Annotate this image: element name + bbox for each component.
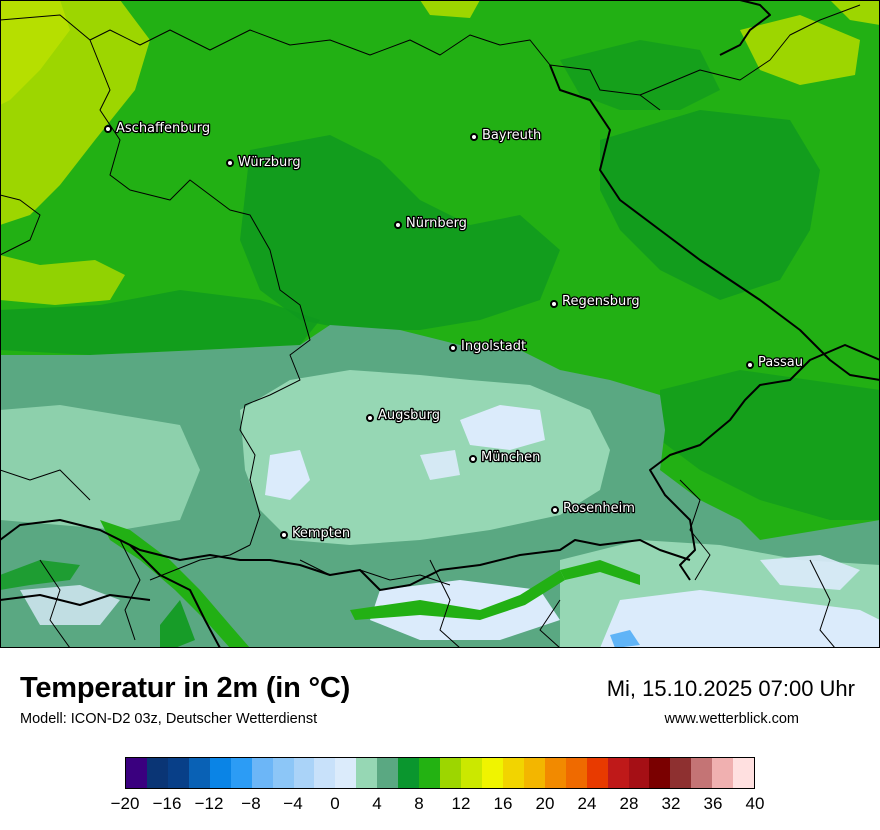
- legend-tick-label: 28: [619, 794, 639, 813]
- legend-color-cell: [586, 758, 608, 788]
- city-marker-icon: [104, 125, 112, 133]
- map-canvas: Aschaffenburg Würzburg Bayreuth Nürnberg…: [0, 0, 880, 648]
- legend-tick-label: −4: [283, 794, 303, 813]
- legend-tick-label: 4: [372, 794, 382, 813]
- city-marker-icon: [469, 455, 477, 463]
- city-label: Ingolstadt: [461, 339, 526, 354]
- city-passau[interactable]: Passau: [746, 354, 804, 371]
- legend-color-cell: [314, 758, 336, 788]
- legend-color-cell: [419, 758, 441, 788]
- city-regensburg[interactable]: Regensburg: [550, 293, 641, 310]
- city-marker-icon: [366, 414, 374, 422]
- legend-tick-label: 36: [703, 794, 723, 813]
- city-augsburg[interactable]: Augsburg: [366, 407, 441, 424]
- city-label: Augsburg: [378, 408, 440, 423]
- city-aschaffenburg[interactable]: Aschaffenburg: [104, 120, 211, 137]
- city-marker-icon: [550, 300, 558, 308]
- legend-color-cell: [691, 758, 713, 788]
- legend-color-cell: [544, 758, 566, 788]
- city-label: Nürnberg: [406, 216, 467, 231]
- legend-color-cell: [502, 758, 524, 788]
- legend-color-cell: [335, 758, 357, 788]
- city-label: Kempten: [292, 526, 350, 541]
- legend-color-cell: [481, 758, 503, 788]
- city-muenchen[interactable]: München: [469, 449, 542, 466]
- city-kempten[interactable]: Kempten: [280, 525, 351, 542]
- legend-color-cell: [251, 758, 273, 788]
- city-label: Rosenheim: [563, 501, 635, 516]
- city-marker-icon: [280, 531, 288, 539]
- legend-color-cell: [440, 758, 461, 788]
- map-title: Temperatur in 2m (in °C): [20, 672, 351, 704]
- legend-color-cell: [398, 758, 420, 788]
- legend-tick-label: 8: [414, 794, 424, 813]
- legend-tick-label: 16: [493, 794, 513, 813]
- color-scale-legend: [125, 757, 755, 789]
- legend-color-cell: [670, 758, 692, 788]
- website-link[interactable]: www.wetterblick.com: [664, 711, 799, 727]
- legend-color-cell: [461, 758, 482, 788]
- city-label: Würzburg: [238, 155, 301, 170]
- legend-color-cell: [607, 758, 629, 788]
- city-nuernberg[interactable]: Nürnberg: [394, 215, 468, 232]
- legend-color-cell: [523, 758, 545, 788]
- temperature-map[interactable]: Aschaffenburg Würzburg Bayreuth Nürnberg…: [0, 0, 880, 648]
- legend-color-cell: [126, 758, 147, 788]
- legend-tick-label: 24: [577, 794, 597, 813]
- legend-color-cell: [377, 758, 399, 788]
- legend-color-cell: [356, 758, 378, 788]
- region-boundaries: [0, 4, 861, 648]
- legend-color-cell: [712, 758, 734, 788]
- legend-tick-label: 40: [745, 794, 765, 813]
- national-borders: [0, 0, 880, 648]
- city-rosenheim[interactable]: Rosenheim: [551, 500, 636, 517]
- forecast-datetime: Mi, 15.10.2025 07:00 Uhr: [606, 676, 855, 701]
- legend-tick-label: 0: [330, 794, 340, 813]
- city-label: Regensburg: [562, 294, 640, 309]
- legend-tick-label: 32: [661, 794, 681, 813]
- city-label: München: [481, 450, 540, 465]
- city-marker-icon: [394, 221, 402, 229]
- legend-color-cell: [649, 758, 671, 788]
- legend-color-cell: [167, 758, 189, 788]
- legend-tick-label: 12: [451, 794, 471, 813]
- legend-color-cell: [628, 758, 650, 788]
- legend-color-cell: [230, 758, 252, 788]
- city-wuerzburg[interactable]: Würzburg: [226, 154, 302, 171]
- city-bayreuth[interactable]: Bayreuth: [470, 127, 543, 144]
- city-marker-icon: [746, 361, 754, 369]
- legend-color-cell: [146, 758, 168, 788]
- legend-tick-label: 20: [535, 794, 555, 813]
- city-label: Bayreuth: [482, 128, 541, 143]
- city-label: Passau: [758, 355, 803, 370]
- legend-color-cell: [293, 758, 315, 788]
- legend-color-cell: [733, 758, 755, 788]
- city-marker-icon: [226, 159, 234, 167]
- city-marker-icon: [449, 344, 457, 352]
- legend-tick-labels: −20 −16 −12 −8 −4 0 4 8 12 16 20 24 28 32 36 40: [111, 794, 765, 818]
- model-info: Modell: ICON-D2 03z, Deutscher Wetterdie…: [20, 711, 318, 727]
- legend-color-cell: [272, 758, 294, 788]
- legend-color-cell: [565, 758, 587, 788]
- legend-tick-label: −16: [152, 794, 182, 813]
- legend-color-cell: [209, 758, 231, 788]
- legend-tick-label: −12: [194, 794, 224, 813]
- legend-tick-label: −20: [110, 794, 140, 813]
- legend-color-cell: [188, 758, 210, 788]
- legend-tick-label: −8: [241, 794, 261, 813]
- city-marker-icon: [470, 133, 478, 141]
- city-label: Aschaffenburg: [116, 121, 210, 136]
- city-ingolstadt[interactable]: Ingolstadt: [449, 338, 527, 355]
- city-marker-icon: [551, 506, 559, 514]
